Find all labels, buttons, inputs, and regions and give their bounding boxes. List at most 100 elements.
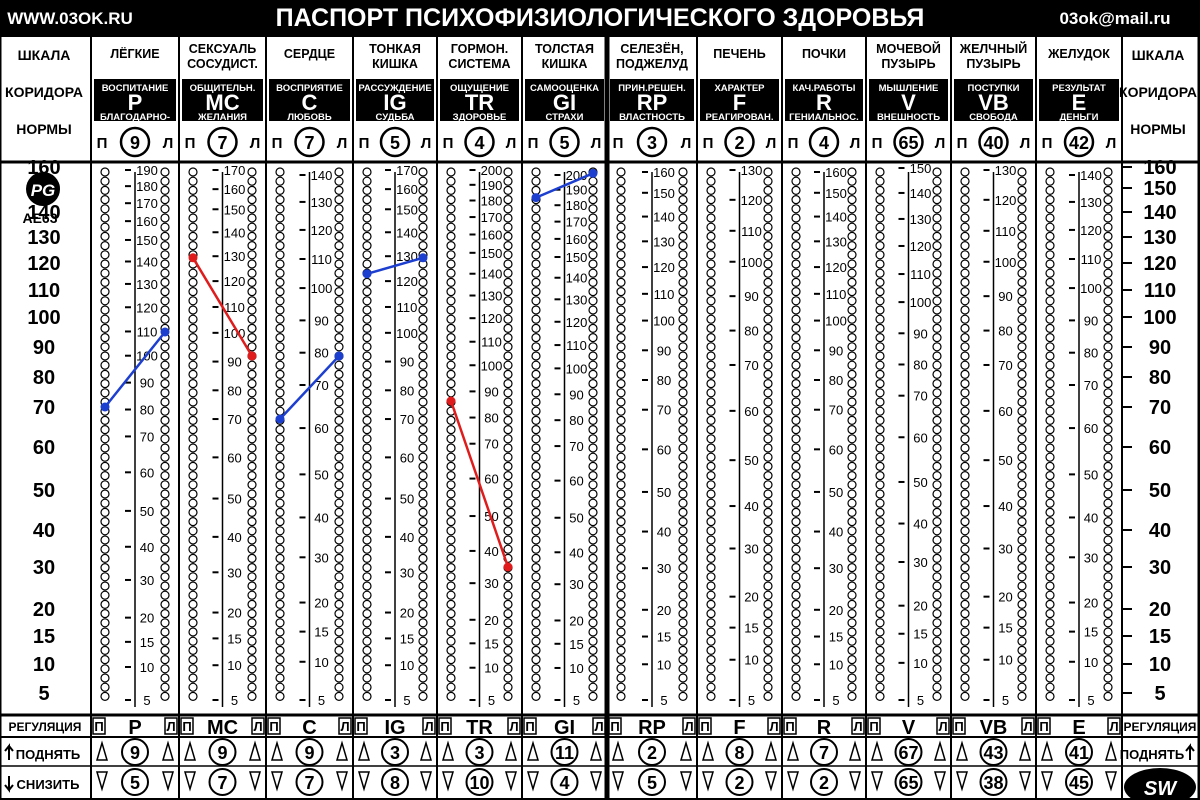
organ-name: СОСУДИСТ. — [187, 57, 258, 71]
reg-box-l — [1107, 717, 1121, 735]
ruler-dot — [334, 480, 344, 490]
ruler-dot — [275, 434, 285, 444]
ruler-dot — [932, 654, 942, 665]
scale-tick-label-left: 130 — [27, 227, 60, 249]
ruler-dot — [678, 425, 688, 435]
ruler-dot — [188, 434, 198, 444]
ruler-tick-label: 110 — [995, 224, 1016, 239]
ruler-dot — [1017, 673, 1027, 683]
ruler-dot — [960, 323, 970, 333]
ruler-dot — [763, 673, 773, 683]
value-circle — [464, 126, 495, 158]
ruler-dot — [188, 507, 198, 518]
ruler-tick-label: 30 — [484, 576, 498, 591]
ruler-dot — [706, 673, 716, 683]
ruler-dot — [791, 415, 801, 425]
ruler-dot — [247, 618, 257, 628]
label-l: Л — [337, 135, 348, 152]
ruler-dot — [960, 691, 970, 702]
ruler-dot — [791, 250, 801, 260]
ruler-dot — [334, 562, 344, 573]
code-letters: IG — [383, 90, 406, 115]
ruler-dot — [160, 204, 170, 214]
ruler-dot — [247, 608, 257, 619]
ruler-dot — [1103, 287, 1113, 297]
series-point-start — [275, 414, 285, 424]
raise-value: 3 — [390, 743, 400, 763]
ruler-tick-label: 20 — [829, 603, 843, 618]
ruler-dot — [763, 618, 773, 628]
ruler-dot — [334, 388, 344, 398]
down-triangle-icon — [1040, 771, 1054, 792]
ruler-dot — [616, 691, 626, 702]
ruler-dot — [847, 176, 857, 186]
ruler-dot — [678, 691, 688, 702]
ruler-dot — [706, 305, 716, 315]
ruler-dot — [960, 388, 970, 398]
series-line-c — [279, 355, 340, 420]
ruler-tick-label: 15 — [227, 631, 241, 646]
ruler-tick-label: 170 — [136, 196, 158, 211]
ruler-dot — [188, 489, 198, 499]
ruler-dot — [160, 296, 170, 306]
ruler-dot — [791, 231, 801, 241]
ruler-dot — [1045, 342, 1055, 352]
ruler-dot — [362, 213, 372, 223]
ruler-dot — [588, 369, 598, 379]
ruler-dot — [446, 682, 456, 692]
ruler-dot — [160, 599, 170, 610]
ruler-dot — [503, 204, 513, 214]
ruler-dot — [706, 287, 716, 297]
ruler-dot — [847, 222, 857, 232]
ruler-dot — [791, 480, 801, 490]
lower-value: 65 — [898, 773, 918, 793]
ruler-dot — [275, 608, 285, 619]
ruler-dot — [791, 268, 801, 278]
ruler-dot — [616, 526, 626, 536]
code-box — [610, 79, 694, 121]
ruler-dot — [1103, 562, 1113, 573]
ruler-dot — [188, 342, 198, 352]
ruler-dot — [1103, 176, 1113, 186]
ruler-dot — [503, 682, 513, 692]
ruler-dot — [531, 443, 541, 453]
ruler-dot — [446, 498, 456, 508]
ruler-dot — [446, 314, 456, 324]
ruler-tick-label: 5 — [143, 693, 150, 708]
up-triangle-icon — [848, 740, 862, 761]
ruler-dot — [932, 673, 942, 683]
ruler-dot — [1045, 544, 1055, 554]
ruler-dot — [616, 360, 626, 370]
ruler-dot — [247, 516, 257, 527]
ruler-dot — [1017, 590, 1027, 600]
down-triangle-icon — [95, 771, 109, 792]
ruler-dot — [960, 287, 970, 297]
ruler-tick-label: 80 — [484, 411, 498, 426]
ruler-dot — [418, 673, 428, 683]
label-l: Л — [421, 135, 432, 152]
ruler-dot — [791, 351, 801, 361]
ruler-dot — [1103, 507, 1113, 518]
ruler-dot — [503, 314, 513, 324]
ruler-dot — [531, 489, 541, 499]
ruler-dot — [275, 498, 285, 508]
reg-l: Л — [1023, 719, 1032, 734]
ruler-dot — [1103, 590, 1113, 600]
ruler-dot — [791, 185, 801, 195]
ruler-dot — [763, 213, 773, 223]
ruler-dot — [875, 673, 885, 683]
reg-code: P — [128, 717, 141, 739]
ruler-dot — [616, 480, 626, 490]
ruler-tick-label: 80 — [400, 383, 414, 398]
down-triangle-icon — [441, 771, 455, 792]
ruler-dot — [932, 305, 942, 315]
ruler-dot — [1045, 415, 1055, 425]
ruler-dot — [791, 682, 801, 692]
ruler-dot — [247, 406, 257, 416]
ruler-dot — [362, 342, 372, 352]
ruler-dot — [588, 415, 598, 425]
ruler-dot — [160, 664, 170, 674]
ruler-dot — [1103, 213, 1113, 223]
value-circle-text: 3 — [647, 133, 657, 153]
reg-box-p — [523, 717, 537, 735]
